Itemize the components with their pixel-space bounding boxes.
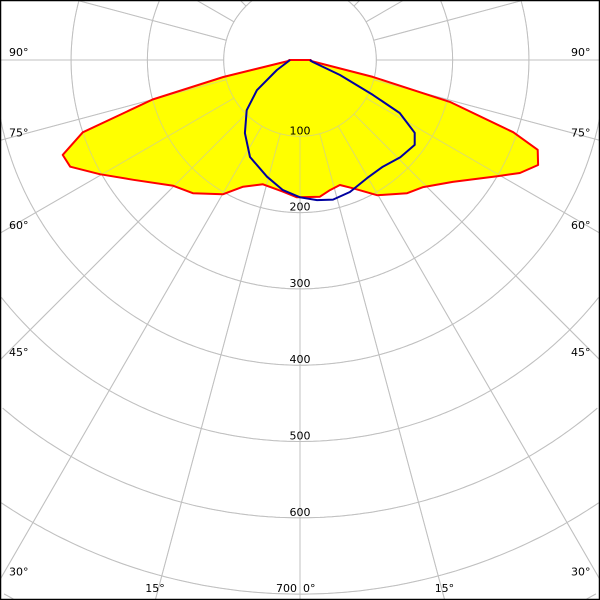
overlay-grid-circle-300-0 bbox=[300, 0, 530, 290]
angle-tick-left-45: 45° bbox=[9, 346, 29, 359]
grid-circle-700-1 bbox=[1, 502, 300, 595]
radial-tick-400: 400 bbox=[290, 353, 311, 366]
overlay-grid-circle-400-3 bbox=[0, 118, 300, 366]
angle-tick-left-60: 60° bbox=[9, 219, 29, 232]
series-0-fill bbox=[62, 60, 539, 198]
overlay-grid-radial-45 bbox=[353, 113, 600, 361]
overlay-grid-circle-400-0 bbox=[300, 118, 600, 366]
overlay-grid-circle-200-1 bbox=[146, 0, 300, 214]
angle-tick-left-90: 90° bbox=[9, 46, 29, 59]
overlay-grid-radial-330 bbox=[0, 125, 263, 580]
overlay-grid-circle-100-1 bbox=[223, 0, 300, 137]
overlay-grid-circle-800-1 bbox=[3, 593, 14, 600]
overlay-grid-radial-255 bbox=[75, 0, 227, 41]
overlay-grid-circle-700-1 bbox=[1, 502, 300, 595]
radial-tick-700: 700 bbox=[276, 582, 297, 595]
series-0-line bbox=[61, 59, 540, 199]
angle-tick-right-60: 60° bbox=[571, 219, 591, 232]
overlay-grid-circle-500-0 bbox=[300, 297, 599, 442]
angle-tick-right-45: 45° bbox=[571, 346, 591, 359]
overlay-grid-circle-500-1 bbox=[1, 297, 300, 442]
angle-tick-0: 0° bbox=[303, 582, 316, 595]
grid-circle-600-0 bbox=[300, 407, 598, 519]
overlay-grid-circle-200-0 bbox=[300, 0, 454, 214]
overlay-grid-circle-700-0 bbox=[300, 502, 599, 595]
overlay-grid-radial-105 bbox=[373, 0, 525, 41]
labels: 100 200 300 400 500 600 700 0° 90° 75° 6… bbox=[9, 46, 591, 595]
overlay-grid-radial-15 bbox=[319, 133, 446, 600]
angle-tick-left-75: 75° bbox=[9, 126, 29, 139]
overlay-grid-radial-315 bbox=[0, 113, 247, 361]
radial-tick-300: 300 bbox=[290, 277, 311, 290]
angle-tick-right-75: 75° bbox=[571, 126, 591, 139]
overlay-grid-circle-100-0 bbox=[300, 0, 377, 137]
radial-tick-100: 100 bbox=[290, 124, 311, 137]
grid-circle-600-1 bbox=[2, 407, 300, 519]
series-1-line bbox=[243, 59, 416, 202]
radial-tick-500: 500 bbox=[290, 430, 311, 443]
angle-tick-right-30: 30° bbox=[571, 566, 591, 579]
angle-tick-right-15: 15° bbox=[435, 582, 455, 595]
overlay-grid-radial-345 bbox=[154, 133, 281, 600]
overlay-grid-circle-600-1 bbox=[2, 407, 300, 519]
angle-tick-left-30: 30° bbox=[9, 566, 29, 579]
grid-circle-700-0 bbox=[300, 502, 599, 595]
overlay-grid-circle-600-0 bbox=[300, 407, 598, 519]
overlay-grid-radial-120 bbox=[365, 0, 405, 23]
radial-tick-200: 200 bbox=[290, 201, 311, 214]
overlay-grid-circle-300-1 bbox=[70, 0, 300, 290]
overlay-grid-radial-300 bbox=[0, 97, 235, 234]
overlay-grid-radial-240 bbox=[195, 0, 235, 23]
overlay-grid-circle-800-0 bbox=[586, 593, 597, 600]
angle-tick-right-90: 90° bbox=[571, 46, 591, 59]
angle-tick-left-15: 15° bbox=[145, 582, 165, 595]
overlay-grid-radial-285 bbox=[0, 79, 227, 141]
overlay-grid-radial-30 bbox=[337, 125, 600, 580]
radial-tick-600: 600 bbox=[290, 506, 311, 519]
